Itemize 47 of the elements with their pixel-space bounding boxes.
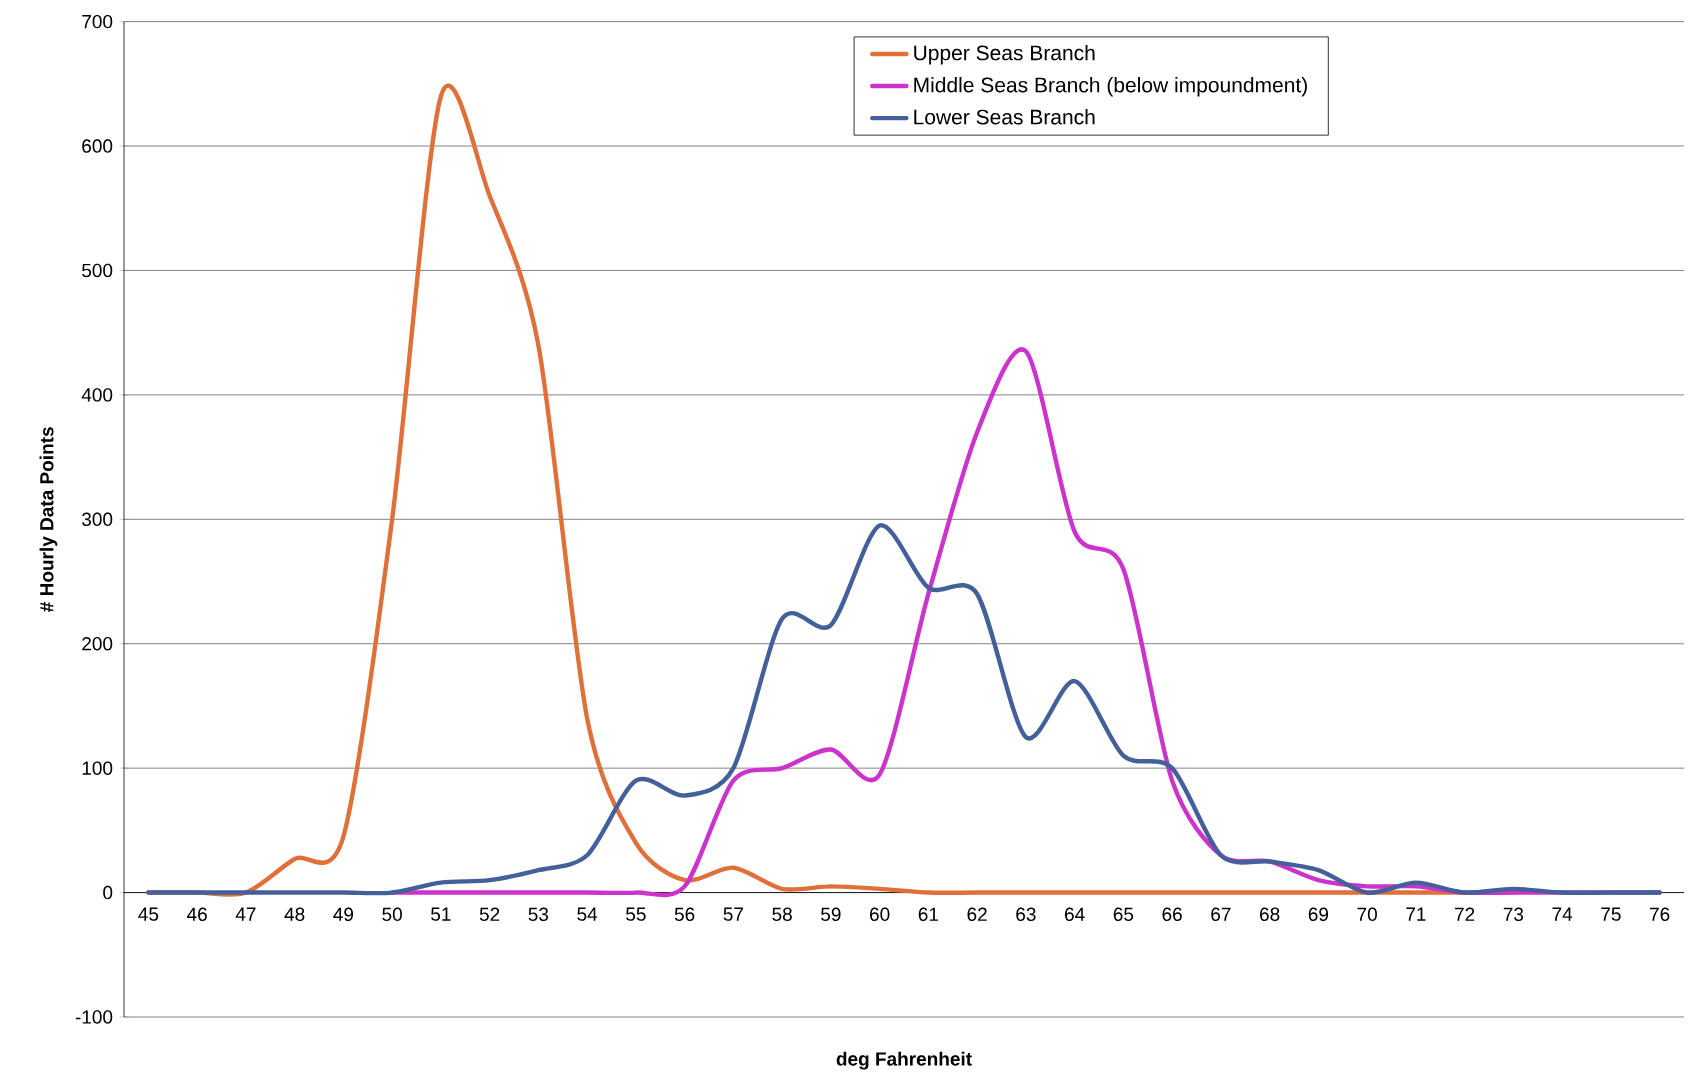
x-tick-label: 45 [138, 907, 159, 921]
x-tick-label: 46 [187, 907, 207, 922]
x-tick-label: 55 [626, 907, 646, 921]
x-tick-label: 51 [431, 907, 451, 921]
x-tick-label: 48 [284, 907, 305, 922]
x-tick-label: 49 [333, 907, 354, 922]
y-tick-label: 700 [82, 14, 113, 29]
x-tick-label: 53 [528, 907, 549, 922]
y-tick-label: 0 [103, 885, 113, 900]
legend-label: Upper Seas Branch [914, 44, 1095, 65]
x-tick-label: 57 [723, 907, 743, 921]
x-tick-label: 65 [1113, 907, 1134, 922]
x-tick-label: 59 [821, 907, 841, 922]
x-tick-label: 72 [1455, 907, 1475, 921]
x-tick-label: 54 [577, 907, 598, 921]
x-axis-title: deg Fahrenheit [836, 1051, 972, 1070]
x-tick-label: 76 [1650, 907, 1670, 922]
x-tick-label: 69 [1308, 907, 1329, 922]
x-tick-label: 67 [1211, 907, 1231, 922]
y-tick-label: 400 [81, 388, 113, 402]
x-tick-label: 64 [1065, 907, 1085, 922]
y-tick-label: 600 [82, 139, 113, 153]
x-tick-label: 60 [870, 907, 890, 922]
x-tick-label: 50 [382, 907, 402, 922]
x-tick-label: 58 [772, 907, 792, 922]
legend-label: Middle Seas Branch (below impoundment) [914, 77, 1307, 97]
y-tick-label: -100 [75, 1010, 113, 1024]
x-tick-label: 74 [1552, 907, 1573, 921]
legend-label: Lower Seas Branch [914, 109, 1095, 125]
y-tick-label: 500 [82, 263, 113, 278]
y-tick-label: 300 [82, 512, 113, 527]
y-axis-title: # Hourly Data Points [39, 427, 58, 612]
x-tick-label: 56 [674, 907, 695, 922]
x-tick-label: 52 [479, 907, 500, 922]
x-tick-label: 73 [1503, 907, 1524, 922]
x-tick-label: 75 [1601, 907, 1621, 921]
y-tick-label: 100 [82, 761, 113, 775]
x-tick-label: 68 [1260, 907, 1280, 922]
x-tick-label: 61 [918, 907, 939, 922]
x-tick-label: 47 [235, 907, 256, 921]
x-tick-label: 66 [1162, 907, 1182, 922]
x-tick-label: 63 [1016, 907, 1036, 922]
x-tick-label: 62 [967, 907, 987, 922]
x-tick-label: 70 [1357, 907, 1377, 922]
line-series [146, 523, 1662, 896]
x-tick-label: 71 [1406, 907, 1426, 921]
y-tick-label: 200 [82, 637, 113, 651]
